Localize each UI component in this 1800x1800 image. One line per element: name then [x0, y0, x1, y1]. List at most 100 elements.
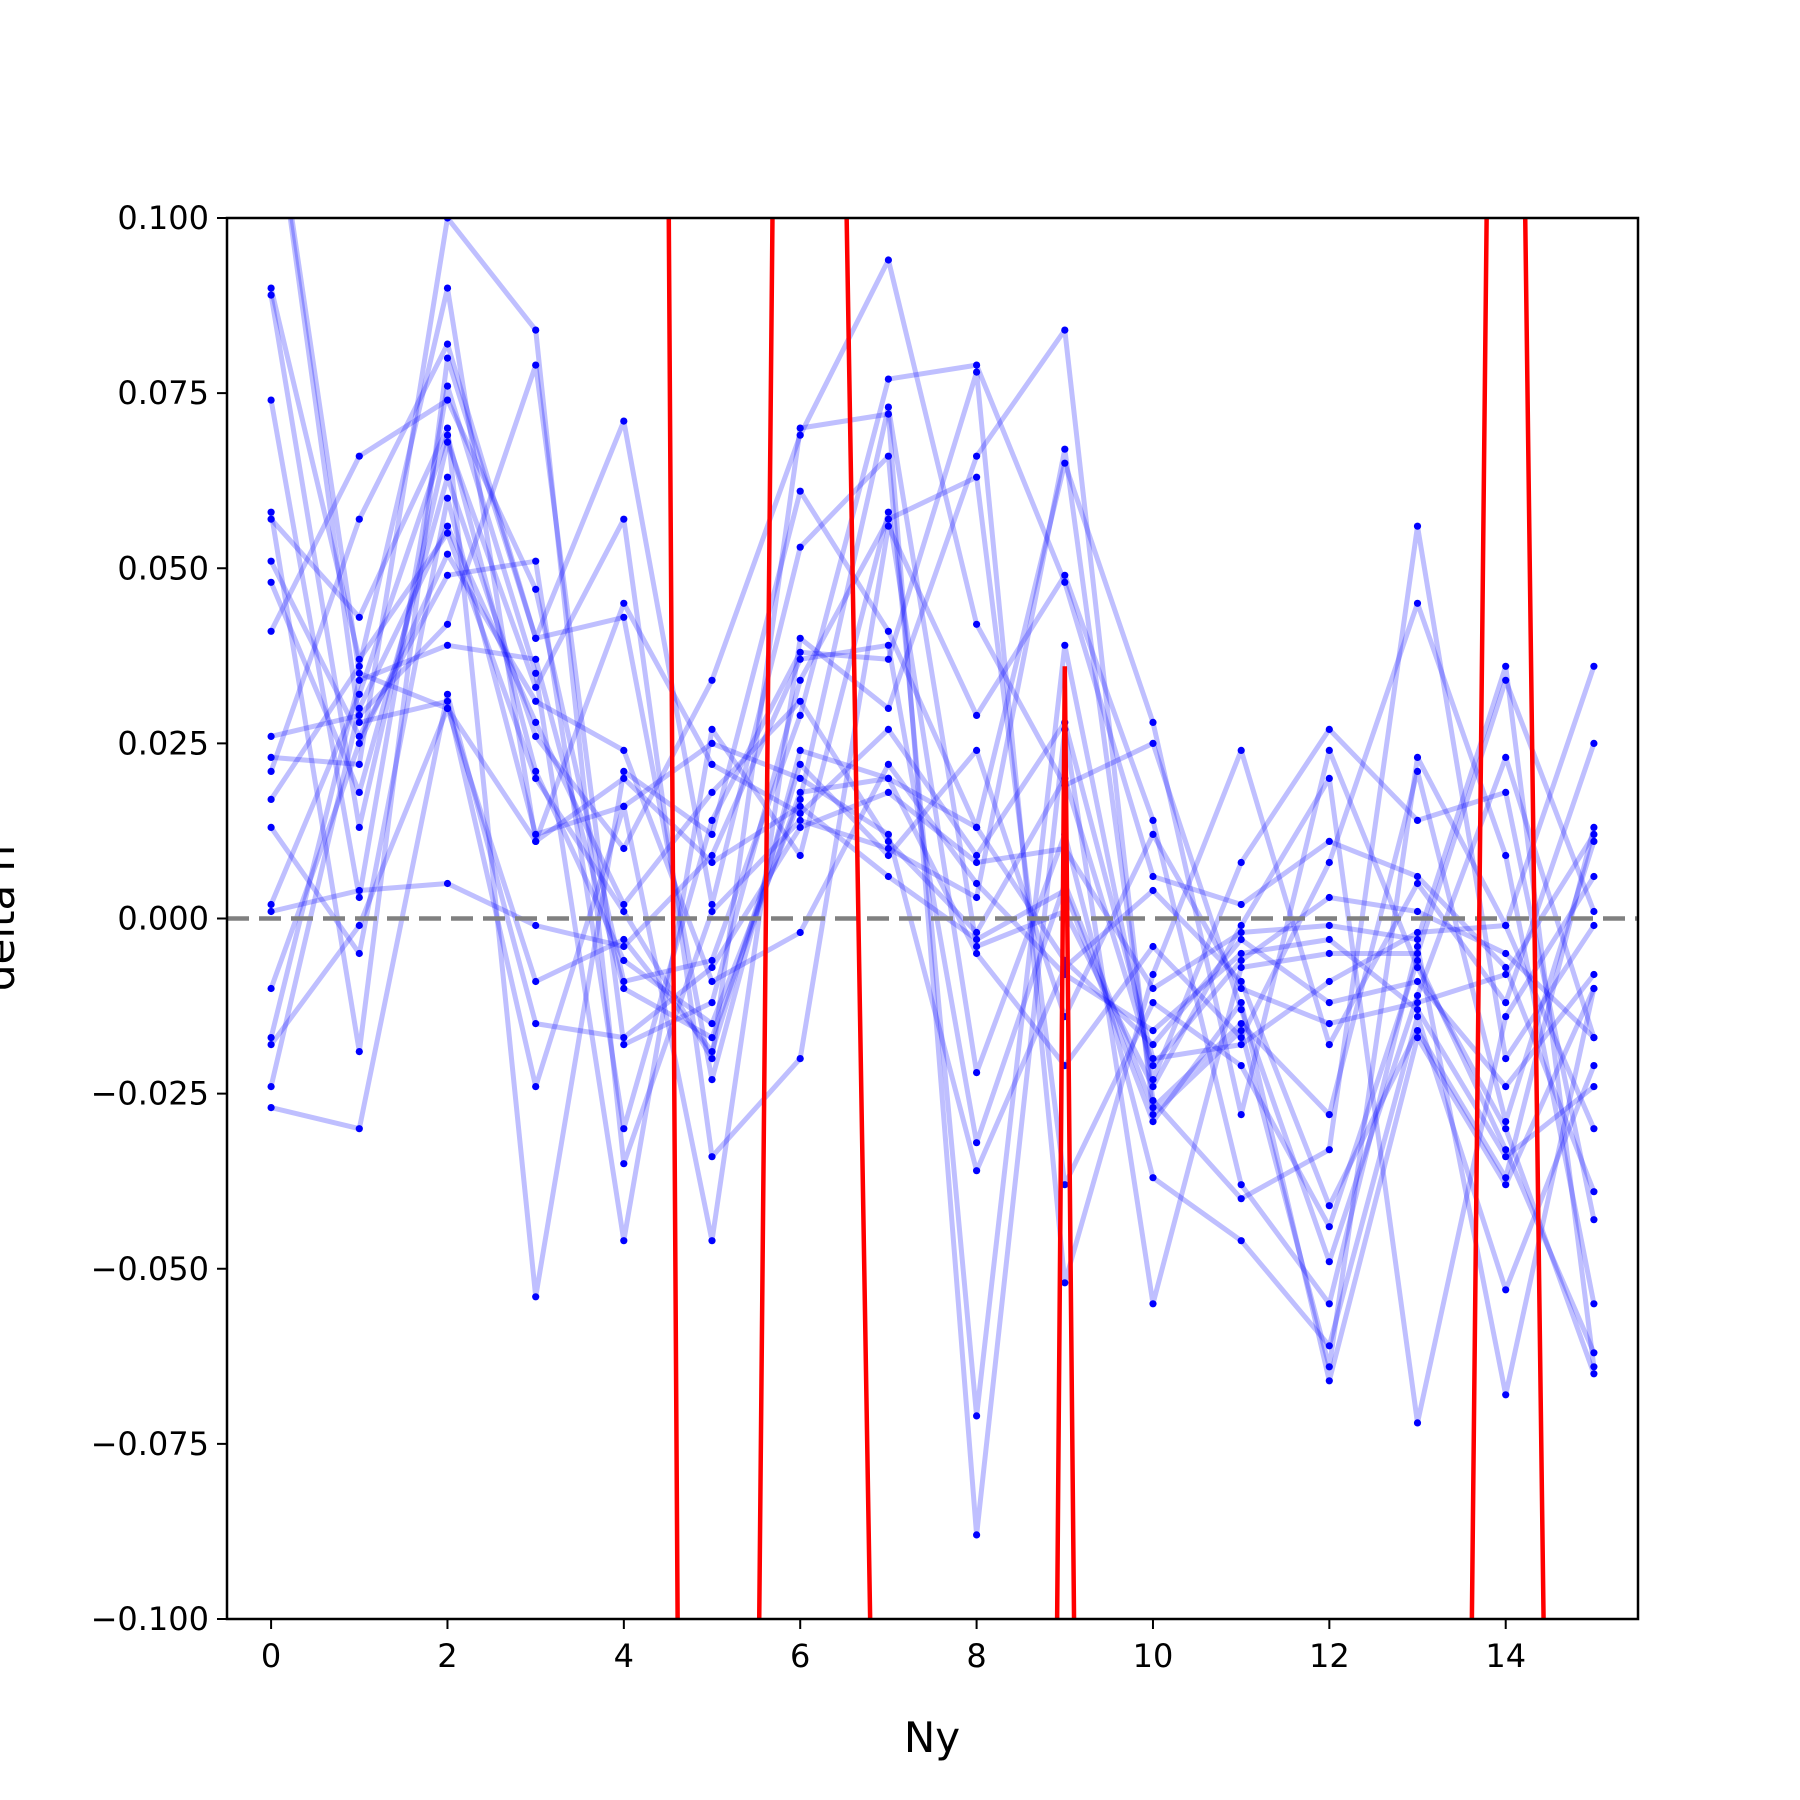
data-point — [1502, 1118, 1510, 1126]
data-point — [1590, 823, 1598, 832]
data-point — [443, 340, 452, 348]
data-point — [443, 879, 452, 888]
data-point — [1325, 1202, 1333, 1210]
series-line — [268, 551, 1596, 1160]
data-point — [1237, 921, 1245, 930]
data-point — [1502, 1391, 1510, 1399]
data-point — [884, 508, 893, 516]
data-point — [1590, 872, 1598, 881]
y-tick-label: 0.100 — [117, 199, 209, 237]
data-point — [1502, 1146, 1510, 1154]
y-tick-label: 0.075 — [117, 374, 209, 412]
series-21 — [267, 662, 1598, 1371]
data-point — [1149, 886, 1157, 895]
data-point — [267, 578, 275, 586]
data-point — [1325, 1300, 1333, 1308]
data-point — [267, 1034, 275, 1042]
data-point — [620, 844, 628, 853]
data-point — [884, 403, 893, 411]
x-tick-label: 14 — [1485, 1637, 1526, 1675]
series-line — [269, 425, 1597, 1375]
series-3 — [267, 291, 1598, 1399]
data-point — [267, 767, 275, 776]
data-point — [1149, 984, 1157, 993]
data-point — [355, 704, 363, 713]
data-point — [973, 851, 981, 860]
data-point — [1237, 977, 1245, 986]
series-1 — [287, 218, 1598, 1371]
series-20 — [267, 522, 1598, 1091]
data-point — [1061, 445, 1069, 453]
data-point — [708, 816, 716, 825]
data-point — [1237, 900, 1245, 909]
data-point — [973, 893, 981, 902]
data-point — [708, 1153, 716, 1161]
series-14 — [267, 494, 1598, 1210]
data-point — [1590, 921, 1598, 930]
series-22 — [289, 218, 1598, 1385]
series-line — [268, 369, 1597, 1286]
y-tick-label: −0.025 — [91, 1075, 209, 1113]
data-point — [620, 613, 628, 621]
data-point — [1502, 1181, 1510, 1189]
x-tick-label: 6 — [790, 1637, 810, 1675]
data-point — [708, 999, 716, 1007]
data-point — [1590, 1370, 1598, 1378]
data-point — [443, 529, 452, 537]
data-point — [1061, 578, 1069, 586]
data-point — [796, 774, 804, 783]
data-point — [973, 858, 981, 867]
data-point — [1413, 1027, 1422, 1035]
data-point — [884, 655, 893, 663]
data-point — [796, 851, 804, 860]
data-point — [443, 494, 452, 502]
data-point — [796, 487, 804, 495]
data-point — [443, 620, 452, 628]
data-point — [355, 662, 363, 670]
data-point — [973, 823, 981, 832]
data-point — [1590, 837, 1598, 846]
data-point — [973, 620, 981, 628]
data-point — [1590, 1188, 1598, 1196]
data-point — [620, 907, 628, 916]
data-point — [1149, 1027, 1157, 1035]
data-point — [708, 956, 716, 965]
data-point — [708, 725, 716, 734]
data-point — [1590, 970, 1598, 979]
data-point — [532, 557, 540, 565]
series-line — [268, 642, 1596, 1090]
data-point — [1237, 963, 1245, 972]
series-line — [268, 341, 1597, 1305]
data-point — [796, 809, 804, 818]
data-point — [620, 1034, 628, 1042]
data-point — [708, 963, 716, 972]
series-line — [268, 257, 1597, 1265]
data-point — [620, 599, 628, 607]
data-point — [1590, 1034, 1598, 1042]
data-point — [1502, 788, 1510, 797]
data-point — [1149, 999, 1157, 1007]
data-point — [267, 732, 275, 741]
data-point — [267, 1083, 275, 1091]
data-point — [620, 802, 628, 811]
data-point — [443, 522, 452, 530]
data-point — [1237, 1006, 1245, 1014]
data-point — [1502, 1125, 1510, 1133]
data-point — [1502, 999, 1510, 1007]
y-tick-label: −0.075 — [91, 1425, 209, 1463]
data-point — [620, 774, 628, 783]
data-point — [884, 452, 893, 460]
data-point — [267, 515, 275, 523]
data-point — [796, 746, 804, 755]
data-point — [1237, 999, 1245, 1007]
series-15 — [267, 403, 1598, 1427]
data-point — [1237, 1020, 1245, 1028]
data-point — [1413, 872, 1422, 881]
data-point — [532, 774, 540, 783]
data-point — [1237, 956, 1245, 965]
data-point — [443, 571, 452, 579]
data-point — [355, 893, 363, 902]
data-point — [443, 690, 452, 698]
series-line — [268, 287, 1597, 1538]
data-point — [355, 718, 363, 727]
